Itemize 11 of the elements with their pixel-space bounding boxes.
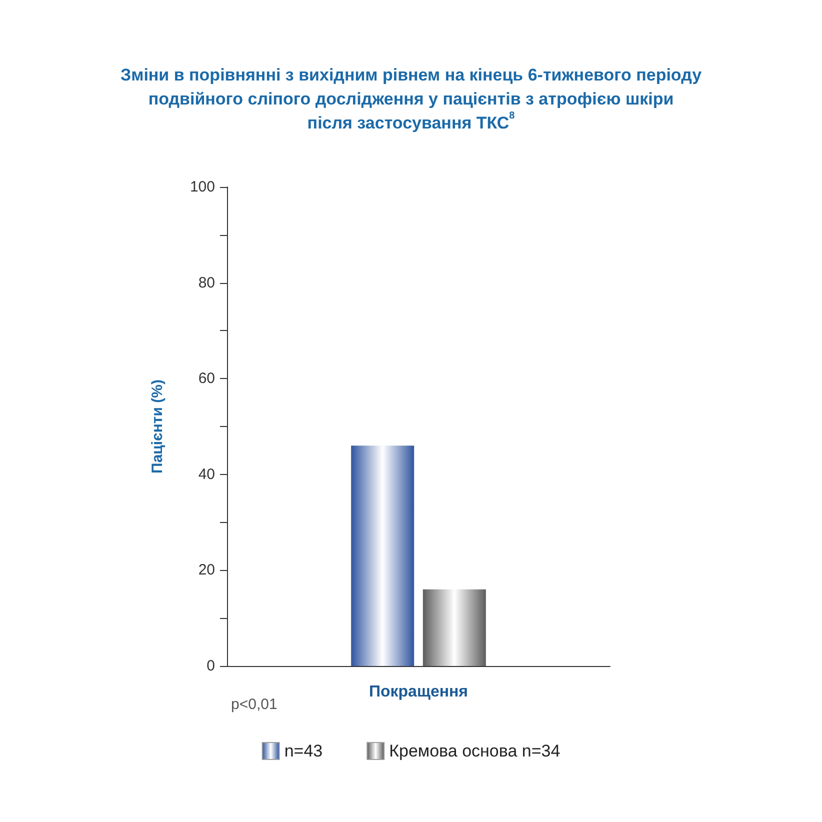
y-tick-label: 100 — [190, 178, 215, 196]
y-tick-label: 60 — [198, 370, 215, 388]
y-tick-label: 20 — [198, 562, 215, 579]
legend-label: n=43 — [284, 742, 323, 760]
y-tick-label: 0 — [206, 658, 215, 674]
y-tick-label: 80 — [198, 274, 215, 292]
text: p<0,01 — [231, 696, 278, 713]
x-tick-label: Покращення — [368, 684, 468, 700]
legend-label: Кремова основа n=34 — [389, 742, 560, 760]
y-tick-label: 40 — [198, 466, 215, 483]
y-axis-title: Пацієнти (%) — [149, 380, 166, 474]
